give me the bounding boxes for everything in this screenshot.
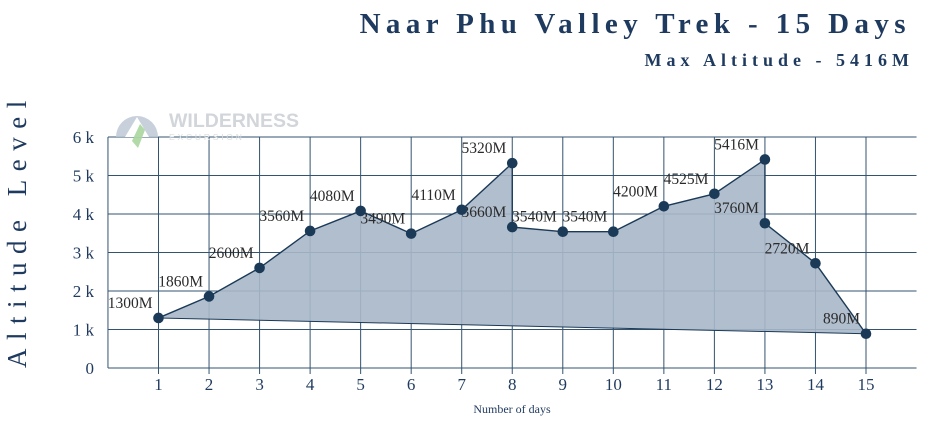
svg-text:15: 15 xyxy=(858,375,875,394)
svg-text:5: 5 xyxy=(356,375,365,394)
svg-text:10: 10 xyxy=(605,375,622,394)
svg-text:4 k: 4 k xyxy=(73,205,95,224)
svg-text:2720M: 2720M xyxy=(765,240,810,257)
svg-text:3 k: 3 k xyxy=(73,244,95,263)
svg-text:13: 13 xyxy=(756,375,773,394)
svg-text:4110M: 4110M xyxy=(411,187,455,204)
svg-text:1860M: 1860M xyxy=(158,273,203,290)
svg-text:1300M: 1300M xyxy=(108,295,153,312)
svg-text:14: 14 xyxy=(807,375,825,394)
svg-text:5 k: 5 k xyxy=(73,167,95,186)
svg-text:2 k: 2 k xyxy=(73,282,95,301)
svg-text:6 k: 6 k xyxy=(73,128,95,147)
svg-text:6: 6 xyxy=(407,375,416,394)
svg-text:5320M: 5320M xyxy=(461,140,506,157)
svg-text:890M: 890M xyxy=(823,311,860,328)
svg-text:3540M: 3540M xyxy=(563,209,608,226)
svg-text:7: 7 xyxy=(457,375,466,394)
svg-text:2: 2 xyxy=(205,375,214,394)
svg-text:EXCURSION: EXCURSION xyxy=(169,132,245,142)
svg-text:0: 0 xyxy=(85,359,94,378)
svg-text:4525M: 4525M xyxy=(664,171,709,188)
svg-text:3490M: 3490M xyxy=(360,211,405,228)
svg-text:12: 12 xyxy=(706,375,723,394)
svg-text:4: 4 xyxy=(306,375,315,394)
svg-text:4080M: 4080M xyxy=(310,188,355,205)
svg-text:1 k: 1 k xyxy=(73,321,95,340)
svg-text:2600M: 2600M xyxy=(209,245,254,262)
svg-text:5416M: 5416M xyxy=(714,136,759,153)
svg-text:WILDERNESS: WILDERNESS xyxy=(169,110,299,132)
svg-text:3560M: 3560M xyxy=(259,208,304,225)
svg-text:3660M: 3660M xyxy=(461,204,506,221)
svg-text:8: 8 xyxy=(508,375,517,394)
svg-text:1: 1 xyxy=(154,375,163,394)
svg-text:3: 3 xyxy=(255,375,264,394)
svg-text:4200M: 4200M xyxy=(613,183,658,200)
svg-text:11: 11 xyxy=(656,375,672,394)
svg-text:3540M: 3540M xyxy=(512,209,557,226)
svg-text:9: 9 xyxy=(559,375,568,394)
svg-text:3760M: 3760M xyxy=(714,200,759,217)
